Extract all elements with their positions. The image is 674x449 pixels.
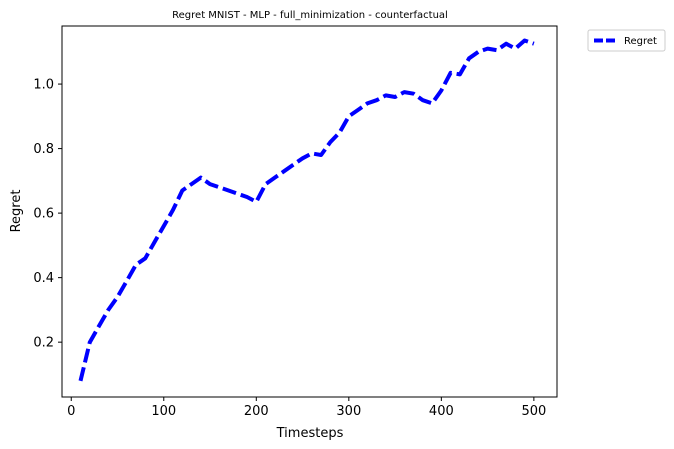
y-axis-title: Regret xyxy=(9,190,24,233)
x-tick-label: 500 xyxy=(521,404,546,419)
x-axis-ticks: 0 100 200 300 400 500 xyxy=(67,397,546,419)
y-tick-label: 0.8 xyxy=(33,142,54,157)
y-tick-label: 0.6 xyxy=(33,207,54,222)
x-tick-label: 100 xyxy=(151,404,176,419)
y-axis-ticks: 0.2 0.4 0.6 0.8 1.0 xyxy=(33,78,62,351)
x-tick-label: 300 xyxy=(336,404,361,419)
chart-title: Regret MNIST - MLP - full_minimization -… xyxy=(172,10,448,21)
x-tick-label: 0 xyxy=(67,404,75,419)
x-tick-label: 200 xyxy=(244,404,269,419)
x-tick-label: 400 xyxy=(429,404,454,419)
y-tick-label: 1.0 xyxy=(33,78,54,93)
x-axis-title: Timesteps xyxy=(276,426,344,441)
y-tick-label: 0.4 xyxy=(33,271,54,286)
plot-area xyxy=(61,25,558,398)
legend: Regret xyxy=(587,29,666,52)
y-tick-label: 0.2 xyxy=(33,336,54,351)
series-line-regret xyxy=(78,38,535,382)
series-layer xyxy=(78,38,535,382)
legend-label: Regret xyxy=(624,36,657,47)
legend-frame xyxy=(587,29,666,52)
